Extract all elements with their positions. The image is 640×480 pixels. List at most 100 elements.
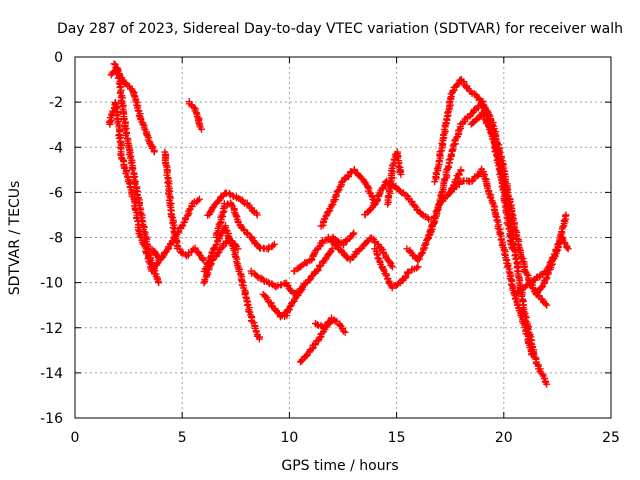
y-tick-label: -4 [49,140,63,156]
data-point [423,235,431,243]
data-point [552,247,560,255]
data-point [453,81,461,89]
data-point [115,79,123,87]
data-point [543,301,551,309]
data-point [518,292,526,300]
x-axis-label: GPS time / hours [281,458,398,474]
data-point [523,270,531,278]
data-point [132,187,140,195]
data-point [255,335,263,343]
series-arc-8 [204,189,261,219]
data-point [387,261,395,269]
data-point [444,109,452,117]
data-point [522,282,530,290]
data-point [505,268,513,276]
data-point [200,279,208,287]
data-point [438,189,446,197]
data-point [341,328,349,336]
data-point [270,240,278,248]
data-point [491,142,499,150]
data-point [139,121,147,129]
data-point [313,321,321,329]
data-point [144,136,152,144]
data-point [316,333,324,341]
data-point [349,230,357,238]
data-point [560,217,568,225]
data-point [513,267,521,275]
data-point [388,263,396,271]
data-point [265,279,273,287]
data-point [564,245,572,253]
x-tick-label: 10 [280,430,298,446]
data-point [242,293,250,301]
data-point [463,83,471,91]
series-arc-9 [212,199,278,253]
data-point [380,182,388,190]
data-point [195,195,203,203]
data-point [350,229,358,237]
data-point [300,280,308,288]
data-point [498,170,506,178]
data-point [322,212,330,220]
y-tick-labels: 0 -2 -4 -6 -8 -10 -12 -14 -16 [40,50,63,427]
data-point [232,241,240,249]
data-point [146,260,154,268]
series-arc-26 [467,109,551,388]
data-point [194,197,202,205]
data-point [501,250,509,258]
series-arc-17 [317,166,379,230]
data-point [197,125,205,133]
data-point [128,166,136,174]
data-point [559,223,567,231]
x-tick-label: 5 [178,430,187,446]
x-tick-label: 0 [71,430,80,446]
data-point [132,97,140,105]
x-tick-labels: 0 5 10 15 20 25 [71,430,620,446]
data-point [204,269,212,277]
y-tick-label: -2 [49,95,63,111]
data-point [456,76,464,84]
grid-lines [75,57,611,418]
data-point [560,238,568,246]
series-arc-14 [290,229,358,275]
chart-title: Day 287 of 2023, Sidereal Day-to-day VTE… [57,21,623,37]
series-arc-16 [311,314,349,336]
data-point [227,200,235,208]
data-point [397,170,405,178]
y-tick-label: -14 [40,366,63,382]
data-point [445,156,453,164]
x-tick-label: 25 [602,430,620,446]
data-point [413,264,421,272]
data-point [316,242,324,250]
y-tick-label: -16 [40,411,63,427]
data-point [484,122,492,130]
data-point [190,103,198,111]
data-point [425,215,433,223]
data-point [538,284,546,292]
data-point [234,245,242,253]
data-point [167,213,175,221]
data-point [455,126,463,134]
series-arc-2 [106,98,163,275]
data-point [229,192,237,200]
data-point [225,189,233,197]
data-point [210,244,218,252]
y-tick-label: -8 [49,231,63,247]
y-tick-label: -6 [49,185,63,201]
y-axis-label: SDTVAR / TECUs [7,181,23,296]
data-point [302,352,310,360]
data-point [334,187,342,195]
series-arc-5 [161,148,208,264]
data-point [214,249,222,257]
series-arc-4 [148,195,203,263]
data-point [164,179,172,187]
data-point [306,276,314,284]
data-point [153,260,161,268]
data-point [385,258,393,266]
data-point [492,212,500,220]
series-arc-10 [200,234,242,287]
series-arc-18 [324,233,396,271]
data-point [130,92,138,100]
series-arc-21 [384,148,405,208]
